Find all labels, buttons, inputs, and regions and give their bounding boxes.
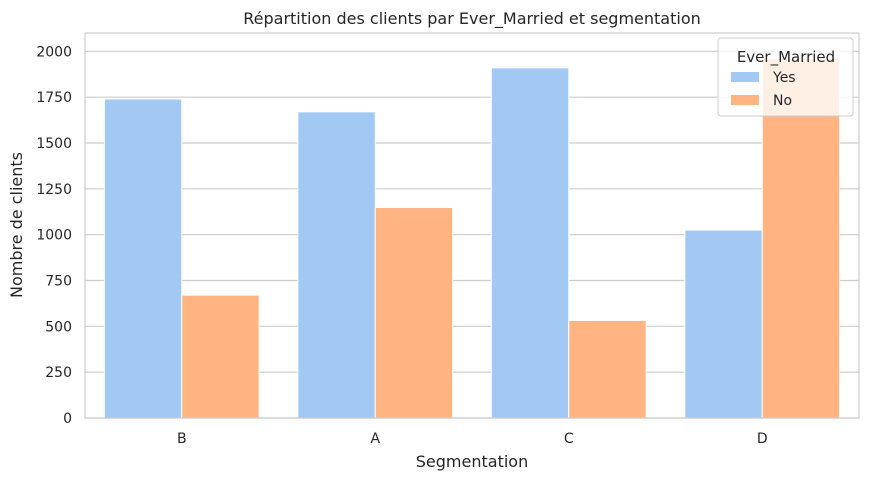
y-tick-label: 0 (63, 411, 72, 427)
chart-title: Répartition des clients par Ever_Married… (243, 9, 701, 29)
legend-label-no: No (773, 93, 792, 109)
x-tick-label: C (564, 431, 574, 447)
bar-b-yes (103, 98, 183, 419)
bar-c-no (568, 319, 647, 419)
bar-a-no (374, 207, 454, 419)
y-tick-label: 750 (45, 274, 72, 290)
y-tick-label: 1500 (36, 136, 72, 152)
legend-swatch-no (731, 95, 759, 105)
bar-c-yes (490, 67, 570, 419)
x-tick-label: D (757, 431, 768, 447)
bars (103, 58, 841, 419)
y-tick-labels: 0 250 500 750 1000 1250 1500 1750 2000 (36, 44, 72, 427)
bar-a-yes (297, 111, 376, 419)
x-tick-label: A (370, 431, 380, 447)
y-tick-label: 1250 (36, 182, 72, 198)
y-tick-label: 1000 (36, 228, 72, 244)
bar-d-yes (684, 229, 763, 419)
legend-title: Ever_Married (737, 48, 835, 67)
y-tick-label: 2000 (36, 44, 72, 60)
y-axis-title: Nombre de clients (7, 152, 26, 298)
plot-frame (84, 32, 860, 419)
bar-b-no (181, 294, 260, 419)
legend-swatch-yes (731, 72, 759, 82)
y-tick-label: 250 (45, 365, 72, 381)
legend: Ever_Married Yes No (717, 37, 854, 117)
legend-label-yes: Yes (772, 70, 796, 86)
x-axis-title: Segmentation (416, 452, 528, 471)
bar-d-no (761, 58, 841, 419)
y-tick-label: 500 (45, 319, 72, 335)
x-tick-label: B (177, 431, 187, 447)
y-tick-label: 1750 (36, 90, 72, 106)
